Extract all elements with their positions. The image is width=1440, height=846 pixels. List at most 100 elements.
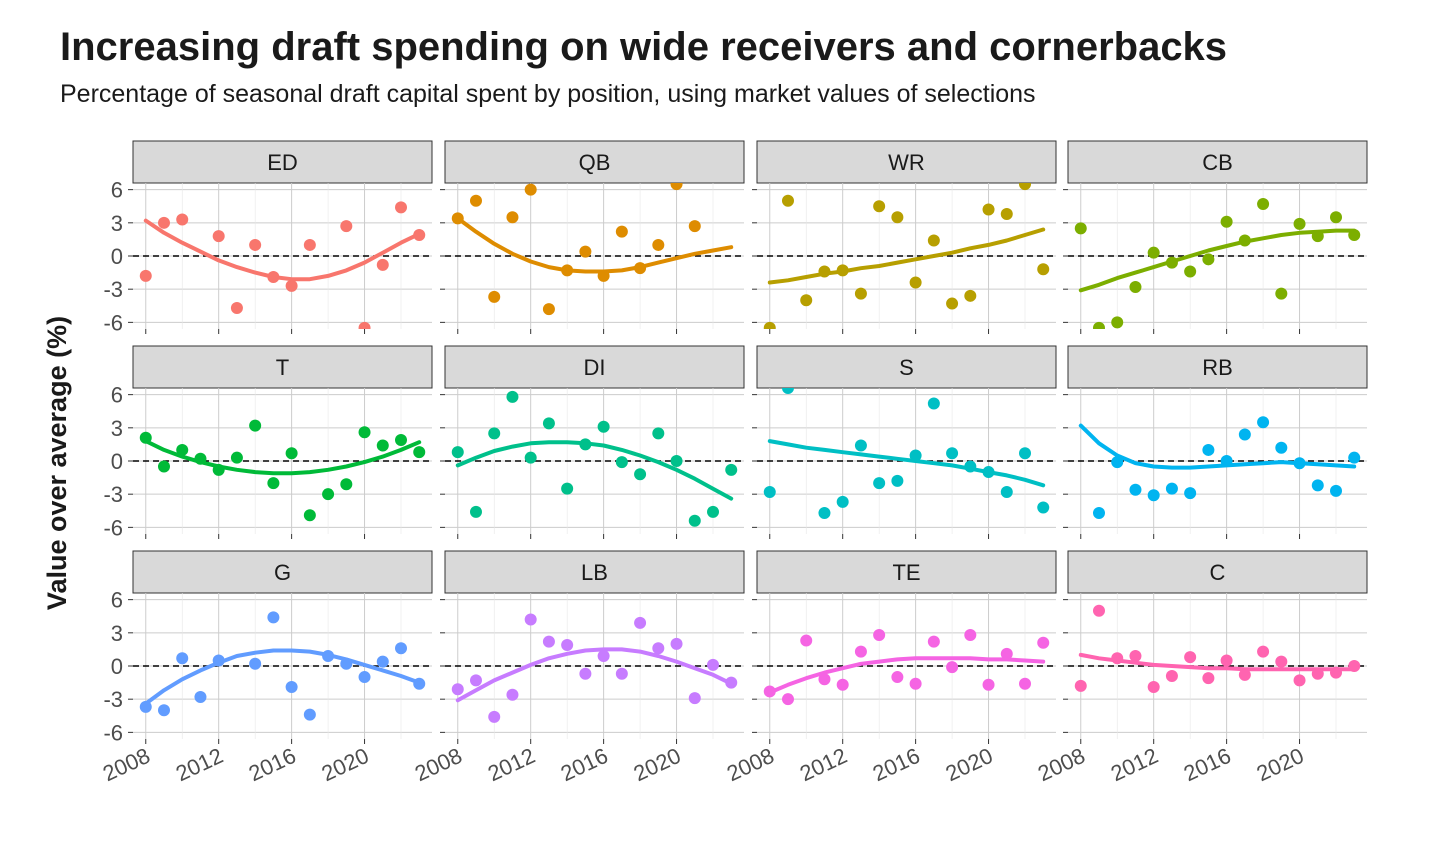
- panel-cb: CB: [1063, 140, 1368, 334]
- plot-area-di: [445, 388, 744, 534]
- data-point-t: [303, 509, 316, 522]
- panel-wr: WR: [752, 140, 1057, 334]
- x-tick-label: 2012: [484, 743, 539, 786]
- data-point-rb: [1092, 506, 1105, 519]
- data-point-cb: [1220, 215, 1233, 228]
- data-point-c: [1311, 667, 1324, 680]
- data-point-cb: [1202, 253, 1215, 266]
- data-point-c: [1275, 655, 1288, 668]
- data-point-t: [230, 451, 243, 464]
- data-point-wr: [1037, 263, 1050, 276]
- strip-label-di: DI: [584, 355, 606, 380]
- data-point-c: [1092, 604, 1105, 617]
- data-point-lb: [652, 642, 665, 655]
- data-point-lb: [579, 667, 592, 680]
- data-point-qb: [469, 194, 482, 207]
- data-point-cb: [1238, 234, 1251, 247]
- strip-g: [132, 550, 433, 594]
- panel-t: T -6 -3 0 3 6: [103, 345, 433, 540]
- data-point-g: [139, 700, 152, 713]
- data-point-te: [891, 671, 904, 684]
- data-point-te: [909, 677, 922, 690]
- data-point-lb: [451, 683, 464, 696]
- data-point-te: [818, 673, 831, 686]
- data-point-s: [1037, 501, 1050, 514]
- panel-te: TE 2008 2012 2016 2020: [723, 550, 1057, 786]
- data-point-c: [1238, 668, 1251, 681]
- data-point-di: [451, 446, 464, 459]
- strip-label-cb: CB: [1202, 150, 1233, 175]
- data-point-t: [358, 426, 371, 439]
- data-point-g: [285, 681, 298, 694]
- chart-title: Increasing draft spending on wide receiv…: [60, 25, 1227, 69]
- y-tick-label: 6: [111, 383, 123, 408]
- data-point-te: [781, 693, 794, 706]
- y-axis-label: Value over average (%): [42, 316, 72, 610]
- data-point-rb: [1184, 487, 1197, 500]
- plot-area-rb: [1068, 388, 1367, 534]
- data-point-t: [376, 439, 389, 452]
- plot-area-cb: [1068, 183, 1367, 329]
- data-point-qb: [506, 211, 519, 224]
- data-point-qb: [652, 238, 665, 251]
- data-point-c: [1220, 654, 1233, 667]
- x-tick-label: 2016: [869, 743, 924, 786]
- data-point-lb: [670, 637, 683, 650]
- data-point-di: [579, 438, 592, 451]
- data-point-s: [818, 506, 831, 519]
- data-point-t: [249, 419, 262, 432]
- data-point-ed: [139, 269, 152, 282]
- data-point-s: [927, 397, 940, 410]
- data-point-t: [413, 446, 426, 459]
- data-point-rb: [1165, 482, 1178, 495]
- data-point-g: [322, 650, 335, 663]
- data-point-lb: [634, 616, 647, 629]
- data-point-ed: [340, 220, 353, 233]
- strip-label-lb: LB: [581, 560, 608, 585]
- plot-area-wr: [757, 183, 1056, 329]
- data-point-te: [836, 678, 849, 691]
- data-point-di: [634, 468, 647, 481]
- strip-label-te: TE: [892, 560, 920, 585]
- data-point-t: [322, 488, 335, 501]
- data-point-t: [395, 433, 408, 446]
- data-point-qb: [451, 212, 464, 225]
- strip-label-ed: ED: [267, 150, 298, 175]
- data-point-ed: [303, 238, 316, 251]
- data-point-di: [725, 463, 738, 476]
- data-point-c: [1257, 645, 1270, 658]
- data-point-rb: [1202, 443, 1215, 456]
- strip-lb: [444, 550, 745, 594]
- data-point-rb: [1220, 455, 1233, 467]
- data-point-ed: [285, 279, 298, 292]
- data-point-ed: [176, 213, 189, 226]
- y-tick-label: -6: [103, 515, 123, 540]
- trend-line-qb: [455, 216, 734, 274]
- data-point-wr: [909, 276, 922, 289]
- data-point-lb: [506, 688, 519, 701]
- y-tick-label: -6: [103, 310, 123, 335]
- data-point-t: [340, 478, 353, 491]
- data-point-te: [982, 678, 995, 691]
- data-point-qb: [634, 262, 647, 275]
- data-point-ed: [249, 238, 262, 251]
- x-tick-label: 2020: [942, 743, 997, 786]
- data-point-ed: [413, 228, 426, 241]
- chart-subtitle: Percentage of seasonal draft capital spe…: [60, 80, 1036, 108]
- x-tick-label: 2012: [796, 743, 851, 786]
- strip-te: [756, 550, 1057, 594]
- data-point-cb: [1165, 256, 1178, 269]
- data-point-cb: [1129, 280, 1142, 293]
- data-point-g: [340, 657, 353, 670]
- trend-line-lb: [455, 647, 734, 703]
- strip-c: [1067, 550, 1368, 594]
- data-point-cb: [1293, 217, 1306, 230]
- data-point-rb: [1147, 489, 1160, 502]
- data-point-ed: [358, 321, 371, 329]
- y-tick-label: -3: [103, 277, 123, 302]
- strip-t: [132, 345, 433, 389]
- panel-g: G -6 -3 0 3 6 2008 2012 2016 2020: [99, 550, 433, 786]
- data-point-qb: [542, 303, 555, 316]
- strip-s: [756, 345, 1057, 389]
